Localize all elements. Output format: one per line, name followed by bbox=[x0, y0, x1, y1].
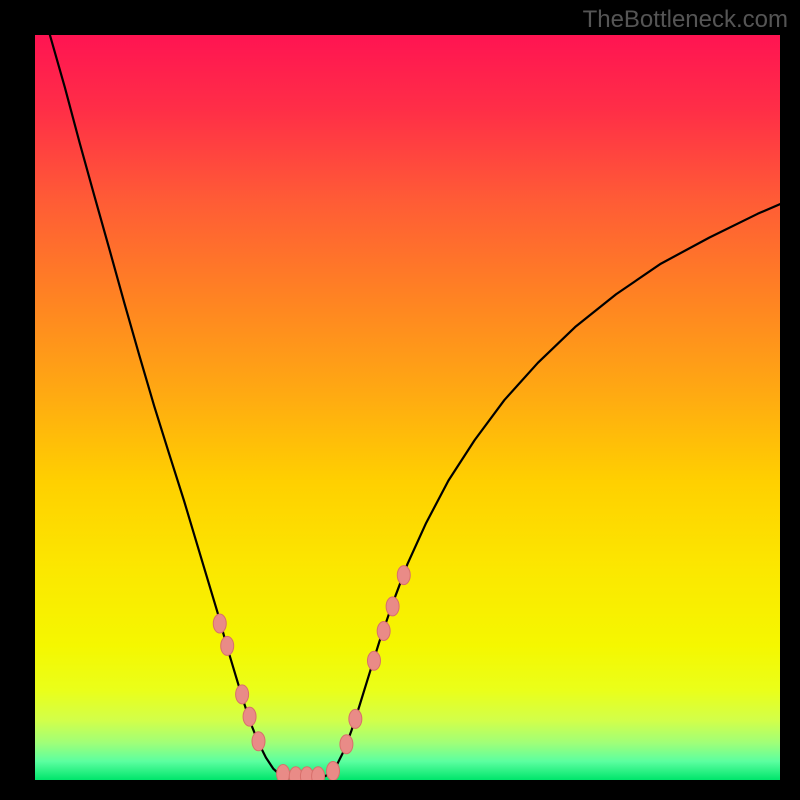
data-marker bbox=[377, 622, 390, 641]
data-marker bbox=[312, 767, 325, 780]
chart-plot-area bbox=[35, 35, 780, 780]
data-marker bbox=[367, 651, 380, 670]
data-marker bbox=[252, 732, 265, 751]
chart-background bbox=[35, 35, 780, 780]
data-marker bbox=[243, 707, 256, 726]
data-marker bbox=[213, 614, 226, 633]
bottleneck-chart bbox=[35, 35, 780, 780]
data-marker bbox=[340, 735, 353, 754]
data-marker bbox=[386, 597, 399, 616]
data-marker bbox=[349, 709, 362, 728]
data-marker bbox=[277, 765, 290, 780]
data-marker bbox=[236, 685, 249, 704]
watermark-text: TheBottleneck.com bbox=[583, 6, 788, 34]
data-marker bbox=[397, 566, 410, 585]
data-marker bbox=[221, 636, 234, 655]
data-marker bbox=[327, 762, 340, 780]
